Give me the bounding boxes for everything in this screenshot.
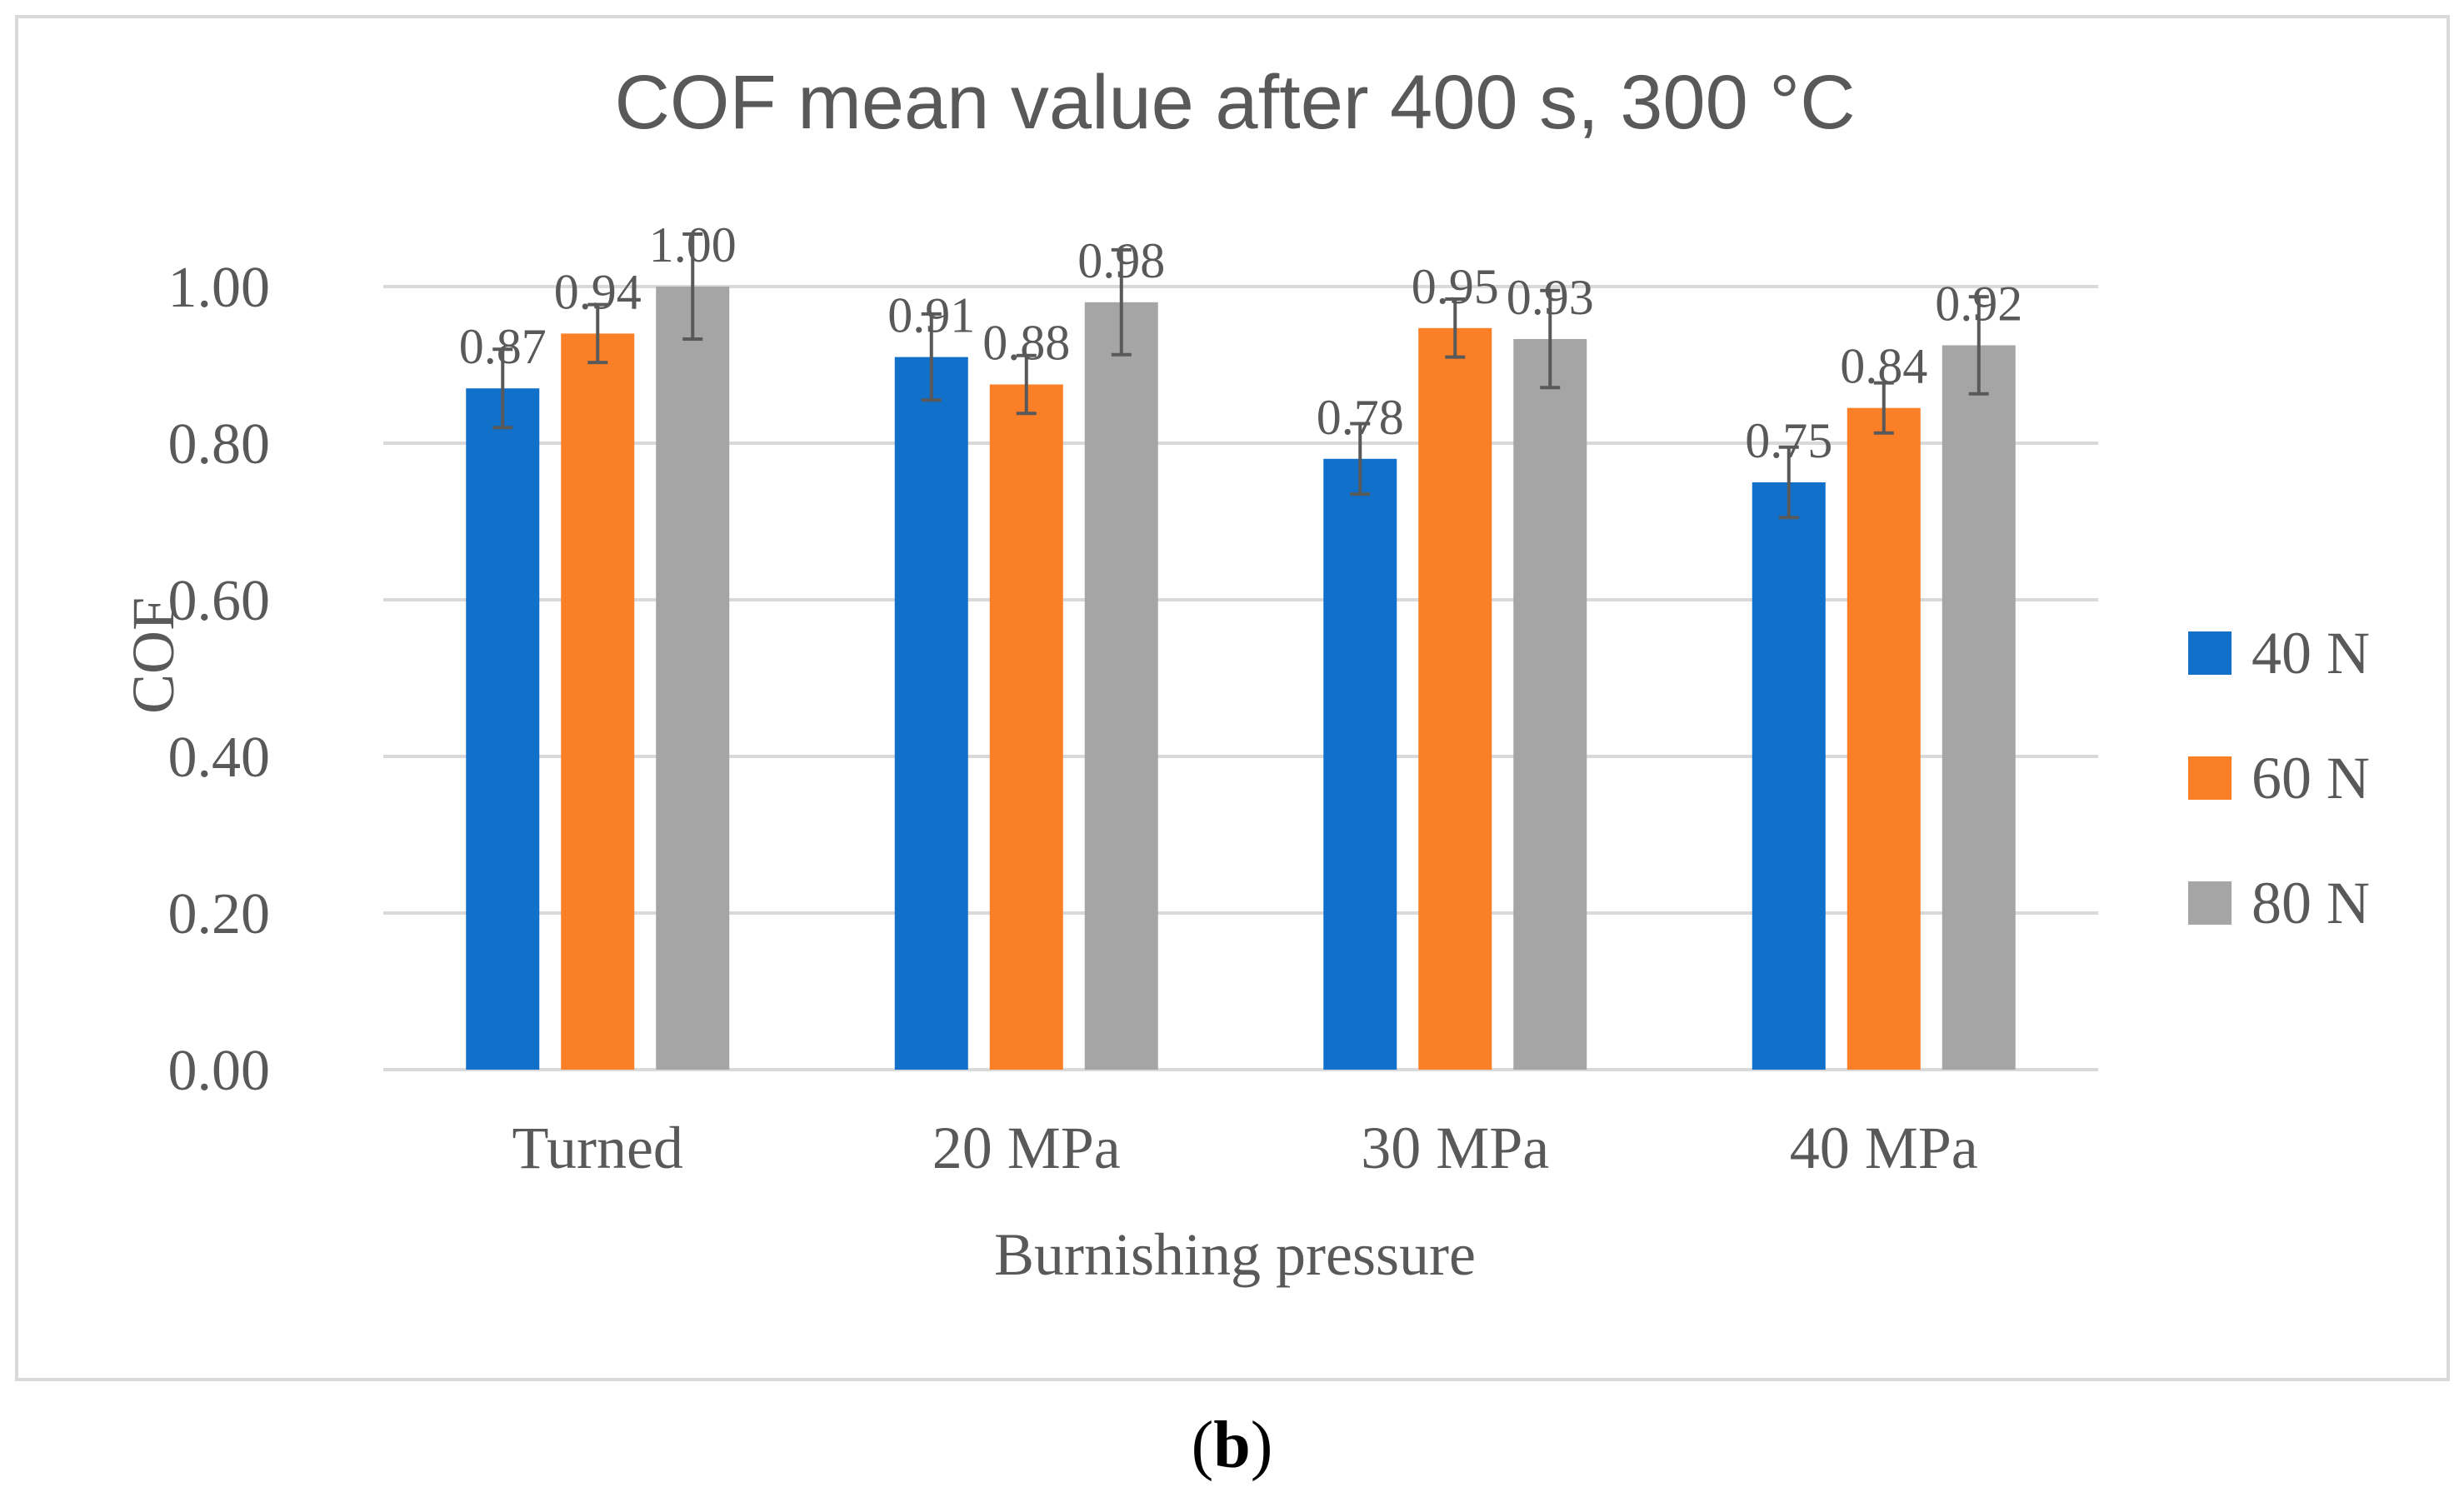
panel-label: (b) [0, 1408, 2464, 1484]
legend-label: 80 N [2252, 870, 2370, 936]
y-axis-title: COF [120, 597, 187, 714]
legend-label: 40 N [2252, 620, 2370, 686]
y-tick-labels: 0.00 0.20 0.40 0.60 0.80 1.00 [168, 256, 271, 1103]
bar [561, 333, 635, 1070]
error-bar [1016, 353, 1037, 416]
bar [894, 357, 968, 1070]
error-bar [1445, 297, 1466, 359]
bar [1513, 338, 1587, 1070]
bar [1418, 327, 1492, 1070]
data-label: 0.94 [554, 264, 642, 319]
data-label: 0.84 [1840, 339, 1927, 394]
error-bar [1778, 445, 1799, 520]
data-label: 1.00 [649, 217, 737, 272]
bar [466, 388, 540, 1070]
error-bars [492, 232, 1989, 520]
error-bar [1111, 247, 1132, 357]
error-bar [682, 232, 703, 341]
x-axis-title: Burnishing pressure [994, 1221, 1476, 1288]
y-tick-label: 0.60 [168, 569, 271, 633]
data-label: 0.91 [887, 288, 975, 343]
bar [1942, 345, 2016, 1070]
data-label: 0.95 [1412, 259, 1499, 314]
bar [1752, 482, 1826, 1070]
legend: 40 N 60 N 80 N [2188, 620, 2370, 936]
x-tick-label: 30 MPa [1361, 1115, 1549, 1181]
error-bar [1968, 295, 1989, 396]
panel-open-paren: ( [1191, 1409, 1214, 1482]
legend-item: 40 N [2188, 620, 2370, 686]
bar [1084, 302, 1158, 1070]
y-tick-label: 0.80 [168, 412, 271, 477]
error-bar [587, 302, 608, 365]
y-tick-label: 0.00 [168, 1039, 271, 1103]
x-tick-label: 40 MPa [1790, 1115, 1978, 1181]
chart-title: COF mean value after 400 s, 300 °C [614, 60, 1855, 145]
bar [1847, 407, 1921, 1070]
x-tick-label: Turned [512, 1115, 683, 1181]
data-label: 0.93 [1507, 270, 1594, 325]
chart-svg: COF mean value after 400 s, 300 °C 0.000… [120, 60, 2370, 1288]
data-label: 0.92 [1935, 277, 2022, 332]
x-tick-label: 20 MPa [932, 1115, 1121, 1181]
legend-swatch [2188, 631, 2232, 675]
grid-lines [383, 285, 2098, 1071]
legend-label: 60 N [2252, 745, 2370, 811]
panel-close-paren: ) [1250, 1409, 1273, 1482]
data-labels: 0.870.941.00 0.91 0.880.98 0.78 0.95 0.93 0.75… [459, 217, 2023, 468]
error-bar [1540, 288, 1561, 390]
bars [466, 287, 2016, 1070]
data-label: 0.75 [1745, 413, 1832, 468]
error-bar [1873, 381, 1894, 435]
y-tick-label: 1.00 [168, 256, 271, 320]
data-label: 0.87 [459, 319, 547, 374]
chart-frame: COF mean value after 400 s, 300 °C 0.00 0… [15, 15, 2450, 1381]
bar [1323, 458, 1397, 1070]
y-tick-label: 0.20 [168, 882, 271, 946]
error-bar [492, 347, 513, 430]
legend-item: 60 N [2188, 745, 2370, 811]
data-label: 0.78 [1317, 390, 1404, 445]
y-tick-label: 0.40 [168, 726, 271, 790]
data-label: 0.88 [982, 316, 1070, 371]
legend-swatch [2188, 756, 2232, 800]
x-tick-labels: Turned 20 MPa 30 MPa 40 MPa [512, 1115, 1978, 1181]
legend-item: 80 N [2188, 870, 2370, 936]
legend-swatch [2188, 881, 2232, 925]
error-bar [1350, 422, 1371, 497]
bar [656, 287, 730, 1070]
error-bar [921, 312, 942, 402]
data-label: 0.98 [1077, 233, 1165, 288]
panel-letter: b [1213, 1409, 1251, 1482]
bar [989, 384, 1063, 1070]
